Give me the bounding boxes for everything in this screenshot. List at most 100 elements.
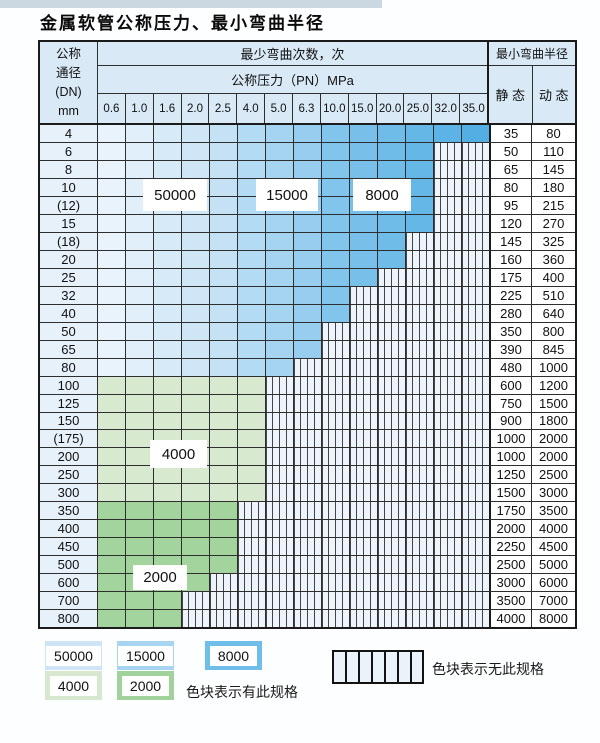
dynamic-cell: 3500	[532, 502, 575, 520]
table-row: 15 120 270	[40, 214, 575, 233]
pressure-cell	[154, 232, 182, 250]
pressure-cell	[462, 250, 489, 268]
table-row: 50 350 800	[40, 322, 575, 341]
pressure-cell	[322, 232, 350, 250]
pressure-cell	[350, 610, 378, 628]
pressure-cell	[434, 178, 462, 196]
cycle-count-label: 8000	[353, 179, 411, 211]
pressure-cell	[322, 268, 350, 286]
pressure-cell	[350, 268, 378, 286]
dn-cell: 150	[40, 412, 98, 430]
dynamic-cell: 510	[532, 286, 575, 304]
pressure-cell	[294, 376, 322, 394]
pressure-cell	[98, 214, 126, 232]
pressure-cell	[406, 142, 434, 160]
pressure-cell	[266, 466, 294, 484]
pressure-cell	[98, 538, 126, 556]
pressure-cell	[238, 412, 266, 430]
pressure-cell	[462, 538, 489, 556]
pressure-cell	[266, 538, 294, 556]
pressure-cell	[98, 268, 126, 286]
dynamic-cell: 360	[532, 250, 575, 268]
pressure-cell	[182, 394, 210, 412]
pressure-cell	[322, 142, 350, 160]
pressure-cell	[98, 430, 126, 448]
pressure-cell	[462, 322, 489, 340]
static-cell: 2250	[489, 538, 532, 556]
pressure-cell	[266, 232, 294, 250]
pressure-cell	[126, 538, 154, 556]
pressure-cell	[322, 520, 350, 538]
pressure-cell	[98, 196, 126, 214]
pressure-cell	[294, 394, 322, 412]
pressure-cell	[350, 412, 378, 430]
cycle-count-label: 50000	[143, 179, 207, 211]
table-row: 800 4000 8000	[40, 610, 575, 628]
pressure-cell	[210, 610, 238, 628]
table-row: 6 50 110	[40, 142, 575, 161]
pressure-cell	[294, 466, 322, 484]
pressure-cell	[98, 556, 126, 574]
pressure-cell	[266, 250, 294, 268]
pressure-col-headers: 0.6 1.0 1.6 2.0 2.5 4.0 5.0 6.3 10.0 15.0 20.0 25.0…	[98, 94, 487, 123]
pressure-cell	[434, 286, 462, 304]
pressure-cell	[238, 358, 266, 376]
pressure-cell	[210, 268, 238, 286]
pressure-cell	[210, 466, 238, 484]
pressure-cell	[406, 178, 434, 196]
pressure-cell	[126, 592, 154, 610]
pressure-cell	[462, 574, 489, 592]
pressure-cell	[406, 502, 434, 520]
pressure-cell	[210, 520, 238, 538]
pressure-cell	[154, 502, 182, 520]
dn-cell: 450	[40, 538, 98, 556]
pressure-cell	[182, 502, 210, 520]
static-cell: 120	[489, 214, 532, 232]
pressure-cell	[182, 556, 210, 574]
pressure-cell	[294, 125, 322, 142]
static-cell: 145	[489, 232, 532, 250]
pressure-cell	[350, 358, 378, 376]
pressure-cell	[434, 214, 462, 232]
pressure-cell	[462, 592, 489, 610]
pressure-cell	[238, 574, 266, 592]
pressure-cell	[462, 376, 489, 394]
pressure-cell	[322, 574, 350, 592]
table-row: 700 3500 7000	[40, 592, 575, 611]
pressure-cell	[182, 304, 210, 322]
pressure-cell	[462, 196, 489, 214]
pressure-cell	[126, 520, 154, 538]
pressure-cell	[294, 232, 322, 250]
pressure-cell	[378, 520, 406, 538]
pressure-cell	[462, 340, 489, 358]
pressure-cell	[126, 304, 154, 322]
pressure-cell	[98, 142, 126, 160]
pressure-cell	[350, 304, 378, 322]
table-row: (175) 1000 2000	[40, 430, 575, 449]
legend-has-spec-text: 色块表示有此规格	[186, 684, 298, 700]
pressure-cell	[322, 322, 350, 340]
pressure-cell	[294, 160, 322, 178]
pressure-cell	[210, 484, 238, 502]
pressure-cell	[238, 322, 266, 340]
pressure-col-header: 0.6	[98, 94, 126, 123]
dynamic-cell: 2000	[532, 430, 575, 448]
pressure-cell	[266, 286, 294, 304]
pressure-cell	[266, 160, 294, 178]
pressure-cell	[462, 214, 489, 232]
dynamic-cell: 2500	[532, 466, 575, 484]
pressure-cell	[378, 268, 406, 286]
pressure-cell	[210, 538, 238, 556]
pressure-cell	[350, 376, 378, 394]
pressure-cell	[294, 556, 322, 574]
dn-cell: 65	[40, 340, 98, 358]
dynamic-cell: 1500	[532, 394, 575, 412]
pressure-cell	[98, 286, 126, 304]
pressure-cell	[406, 412, 434, 430]
pressure-cell	[98, 466, 126, 484]
pressure-cell	[126, 268, 154, 286]
pressure-cell	[294, 538, 322, 556]
pressure-cell	[294, 304, 322, 322]
static-cell: 4000	[489, 610, 532, 628]
